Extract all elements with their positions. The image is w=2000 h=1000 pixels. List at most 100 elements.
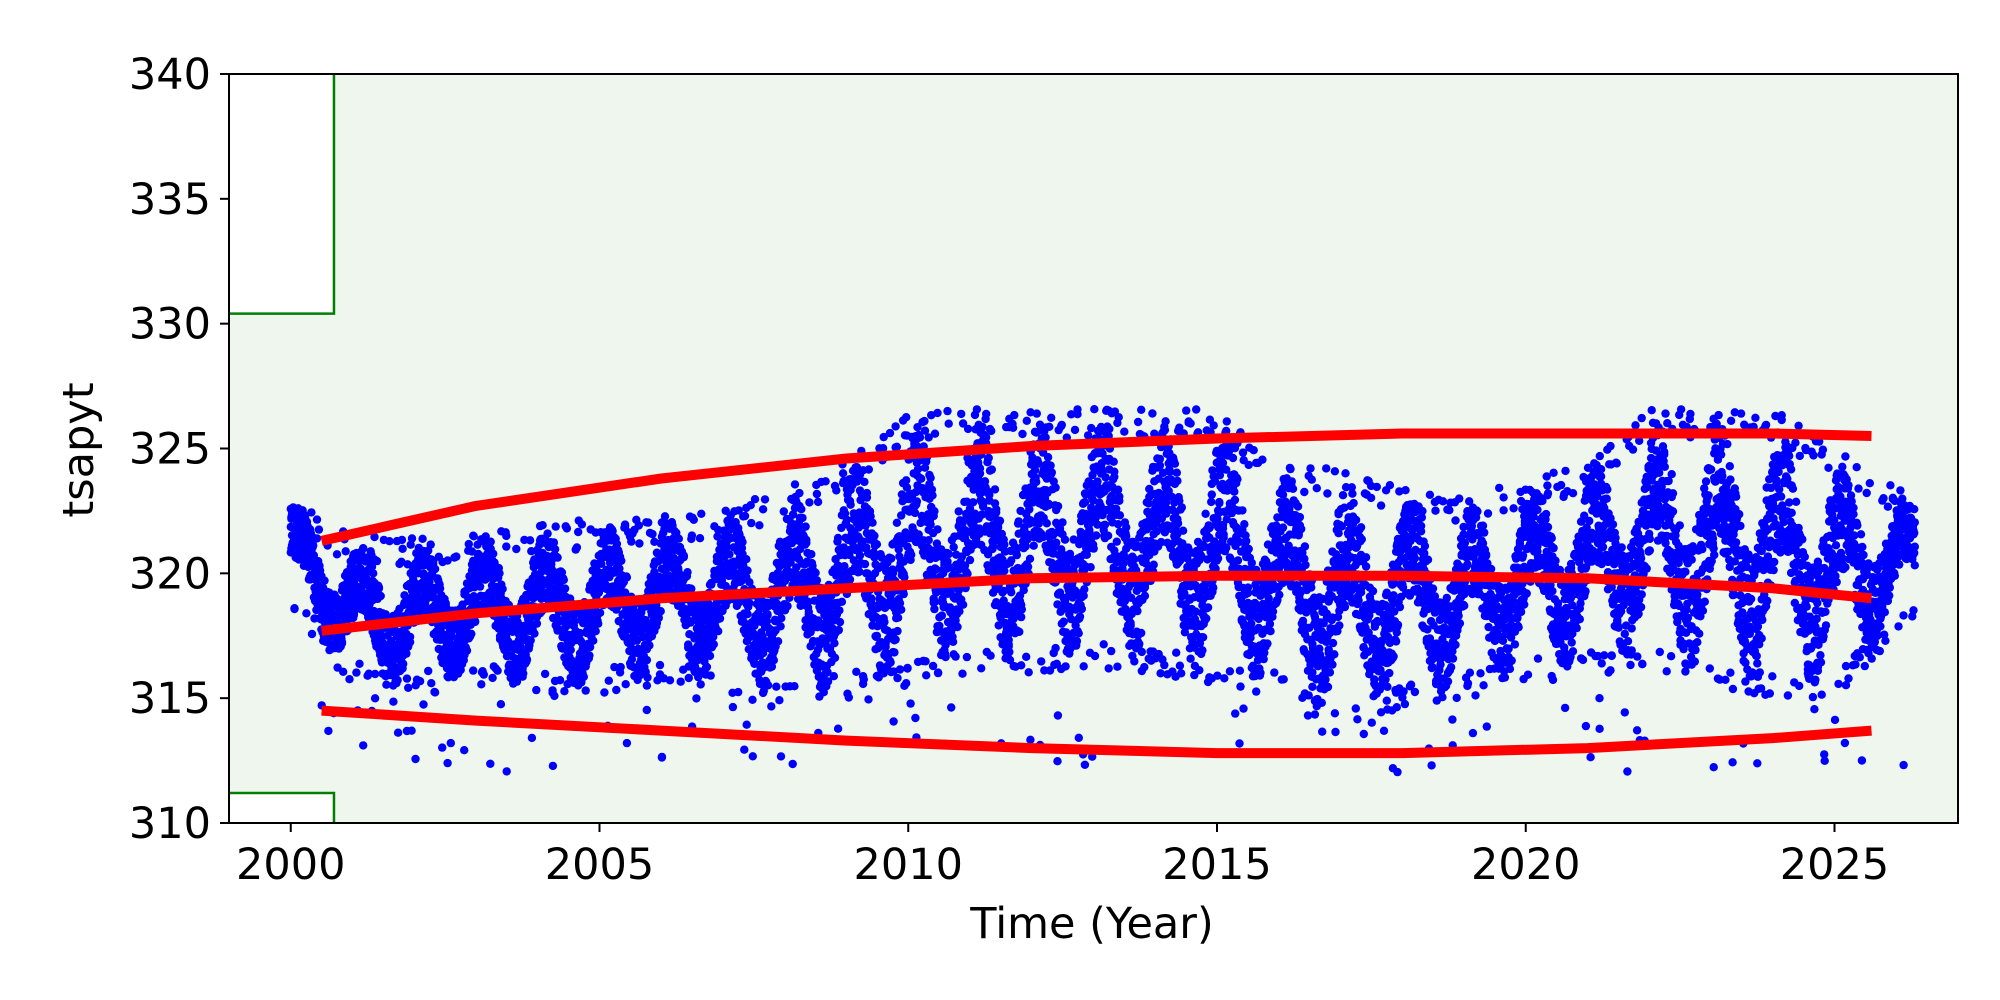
data-point bbox=[1133, 606, 1142, 616]
data-point bbox=[1008, 423, 1018, 432]
data-point bbox=[695, 534, 705, 543]
data-point bbox=[734, 687, 743, 697]
data-point bbox=[1086, 563, 1095, 572]
data-point bbox=[1198, 633, 1208, 642]
data-point bbox=[1265, 619, 1275, 629]
data-point bbox=[944, 549, 953, 559]
data-point bbox=[1104, 664, 1113, 673]
data-point bbox=[370, 669, 380, 679]
data-point bbox=[790, 480, 800, 489]
data-point bbox=[502, 542, 511, 551]
data-point bbox=[367, 562, 377, 571]
data-point bbox=[748, 695, 757, 704]
data-point bbox=[859, 675, 868, 684]
data-point bbox=[1258, 455, 1267, 464]
data-point bbox=[978, 422, 987, 432]
data-point bbox=[687, 531, 697, 540]
data-point bbox=[928, 491, 937, 500]
data-point bbox=[550, 691, 559, 701]
data-point bbox=[1051, 643, 1060, 653]
data-point bbox=[1045, 422, 1054, 431]
data-point bbox=[1308, 682, 1317, 691]
data-point bbox=[1053, 502, 1063, 511]
data-point bbox=[376, 629, 385, 639]
data-point bbox=[933, 668, 943, 677]
data-point bbox=[861, 521, 870, 530]
data-point bbox=[512, 544, 521, 554]
data-point bbox=[912, 497, 922, 506]
data-point bbox=[1293, 502, 1303, 511]
data-point bbox=[932, 565, 941, 574]
data-point bbox=[1312, 484, 1322, 493]
data-point bbox=[1240, 520, 1249, 529]
data-point bbox=[1177, 503, 1187, 512]
data-point bbox=[930, 507, 939, 516]
data-point bbox=[1023, 562, 1033, 571]
data-point bbox=[560, 584, 570, 593]
data-point bbox=[615, 564, 624, 573]
data-point bbox=[1322, 464, 1331, 473]
data-point bbox=[891, 635, 900, 644]
data-point bbox=[743, 566, 752, 575]
data-point bbox=[415, 677, 425, 686]
data-point bbox=[370, 532, 379, 542]
data-point bbox=[1017, 605, 1026, 614]
data-point bbox=[1067, 615, 1076, 624]
data-point bbox=[949, 542, 958, 552]
data-point bbox=[683, 568, 692, 577]
data-point bbox=[572, 543, 582, 552]
data-point bbox=[913, 464, 923, 474]
data-point bbox=[467, 629, 476, 638]
data-point bbox=[345, 675, 354, 684]
data-point bbox=[829, 672, 838, 681]
data-point bbox=[1007, 556, 1016, 565]
data-point bbox=[888, 568, 898, 578]
data-point bbox=[993, 523, 1003, 532]
data-point bbox=[872, 631, 882, 641]
data-point bbox=[858, 537, 867, 546]
data-point bbox=[1238, 506, 1247, 515]
data-point bbox=[447, 627, 457, 636]
data-point bbox=[302, 609, 311, 618]
data-point bbox=[779, 507, 788, 516]
data-point bbox=[838, 469, 848, 478]
data-point bbox=[1115, 511, 1125, 520]
data-point bbox=[773, 637, 783, 646]
data-point bbox=[594, 619, 603, 628]
data-point bbox=[702, 662, 712, 672]
data-point bbox=[1032, 409, 1042, 418]
data-point bbox=[689, 515, 698, 524]
data-point bbox=[921, 657, 930, 666]
data-point bbox=[540, 669, 550, 679]
data-point bbox=[579, 672, 588, 681]
data-point bbox=[835, 617, 845, 627]
data-point bbox=[1173, 519, 1183, 528]
data-point bbox=[543, 529, 552, 538]
data-point bbox=[845, 575, 855, 584]
data-point bbox=[1222, 417, 1232, 426]
data-point bbox=[975, 464, 985, 473]
data-point bbox=[984, 453, 993, 463]
data-point bbox=[1010, 410, 1019, 420]
data-point bbox=[1029, 541, 1038, 550]
data-point bbox=[486, 537, 495, 546]
data-point bbox=[1122, 523, 1131, 532]
data-point bbox=[634, 521, 643, 530]
data-point bbox=[994, 621, 1003, 630]
data-point bbox=[650, 537, 659, 546]
data-point bbox=[948, 637, 958, 646]
data-point bbox=[878, 444, 888, 453]
data-point bbox=[679, 552, 688, 562]
data-point bbox=[776, 622, 785, 631]
data-point bbox=[591, 627, 600, 636]
data-point bbox=[1297, 524, 1306, 534]
data-point bbox=[915, 433, 925, 442]
data-point bbox=[1067, 410, 1076, 419]
data-point bbox=[307, 508, 316, 517]
data-point bbox=[900, 573, 909, 582]
data-point bbox=[788, 510, 798, 519]
data-point bbox=[1243, 588, 1253, 598]
data-point bbox=[830, 639, 839, 648]
data-point bbox=[926, 520, 935, 529]
data-point bbox=[426, 540, 435, 549]
